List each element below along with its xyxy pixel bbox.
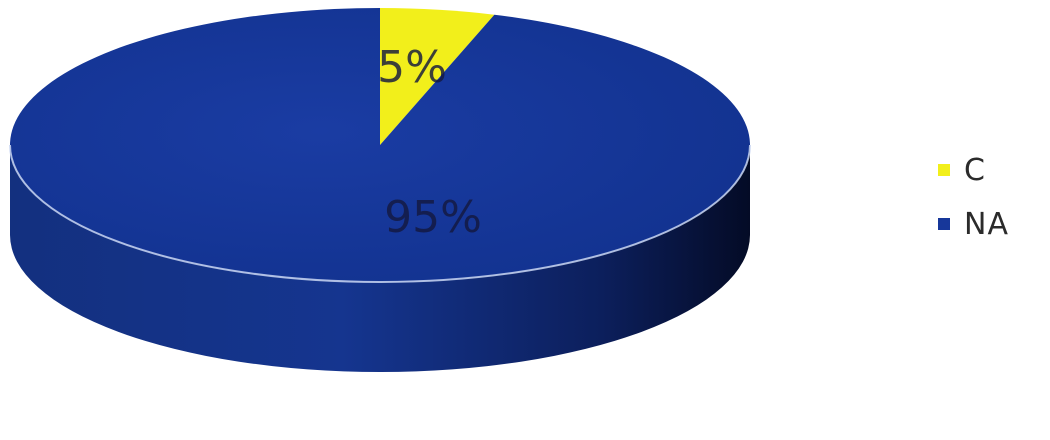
legend-swatch-na (938, 218, 950, 230)
legend: C NA (938, 150, 1048, 258)
pie-slice-c (380, 8, 495, 145)
pie-body (9, 8, 751, 372)
data-label-c: 5% (377, 42, 447, 93)
legend-label-na: NA (964, 206, 1009, 242)
legend-item-c: C (938, 150, 1048, 190)
legend-item-na: NA (938, 204, 1048, 244)
pie-side-wall (10, 145, 750, 372)
pie-rim (9, 144, 751, 283)
pie-slice-na (9, 8, 751, 283)
legend-label-c: C (964, 152, 986, 188)
data-label-na: 95% (384, 192, 482, 243)
pie-data-labels: 5% 95% (377, 42, 482, 243)
legend-swatch-c (938, 164, 950, 176)
